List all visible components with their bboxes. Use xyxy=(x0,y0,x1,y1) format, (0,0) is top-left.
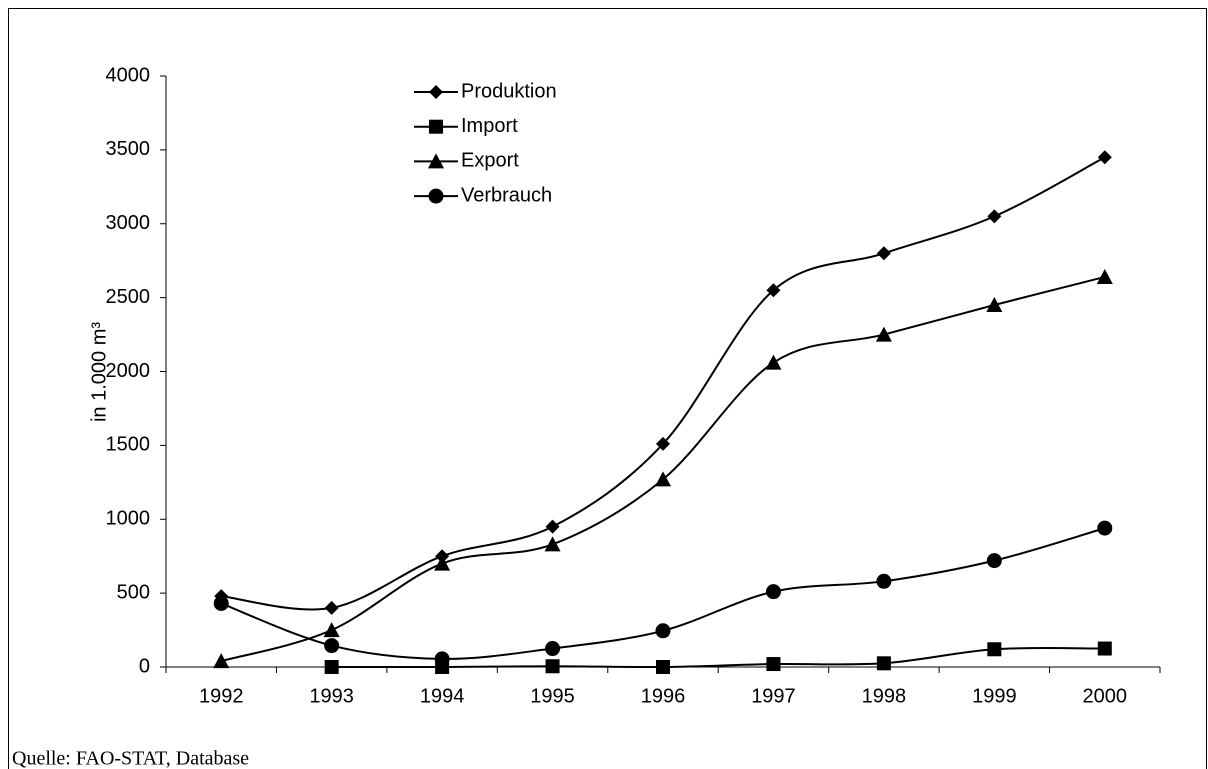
series-line xyxy=(220,275,1106,663)
y-tick-label: 0 xyxy=(139,655,150,677)
legend-marker xyxy=(429,85,443,99)
marker xyxy=(876,573,892,589)
marker xyxy=(766,657,781,672)
legend-marker xyxy=(429,119,443,134)
y-tick-label: 500 xyxy=(117,581,150,603)
x-tick-label: 1995 xyxy=(530,685,575,707)
marker xyxy=(434,651,450,667)
marker xyxy=(324,600,339,615)
marker xyxy=(545,641,561,657)
series-line xyxy=(331,646,1105,669)
legend-marker xyxy=(428,153,444,169)
legend-label: Import xyxy=(461,115,518,137)
x-tick-label: 1993 xyxy=(309,685,354,707)
marker xyxy=(545,659,560,674)
legend-label: Export xyxy=(461,150,519,172)
y-tick-label: 3500 xyxy=(106,138,151,160)
marker xyxy=(213,595,229,611)
y-tick-label: 1500 xyxy=(106,434,151,456)
x-tick-label: 1999 xyxy=(972,685,1017,707)
marker xyxy=(1097,520,1113,536)
y-axis-label: in 1.000 m³ xyxy=(88,322,110,422)
y-tick-label: 3000 xyxy=(106,212,151,234)
legend-label: Verbrauch xyxy=(461,184,552,206)
marker xyxy=(766,283,781,298)
marker xyxy=(656,436,670,451)
y-tick-label: 4000 xyxy=(106,64,151,86)
y-tick-label: 1000 xyxy=(106,508,151,530)
x-tick-label: 1994 xyxy=(420,685,465,707)
x-tick-label: 1996 xyxy=(641,685,686,707)
marker xyxy=(876,656,891,671)
marker xyxy=(875,326,892,342)
marker xyxy=(1096,268,1113,284)
marker xyxy=(544,536,561,552)
source-note: Quelle: FAO-STAT, Database xyxy=(12,748,249,769)
marker xyxy=(545,519,560,534)
legend-label: Produktion xyxy=(461,80,557,102)
marker xyxy=(434,555,451,571)
marker xyxy=(324,638,340,654)
y-tick-label: 2000 xyxy=(106,360,151,382)
marker xyxy=(987,642,1002,657)
marker xyxy=(655,623,671,639)
x-tick-label: 1998 xyxy=(862,685,907,707)
chart-border xyxy=(8,8,1207,769)
marker xyxy=(213,653,230,669)
marker xyxy=(765,584,781,600)
marker xyxy=(323,622,340,638)
y-tick-label: 2500 xyxy=(106,286,151,308)
marker xyxy=(655,471,671,487)
x-tick-label: 2000 xyxy=(1083,685,1128,707)
marker xyxy=(987,209,1002,224)
marker xyxy=(765,354,782,370)
marker xyxy=(1097,641,1112,656)
series-line xyxy=(220,527,1106,660)
marker xyxy=(324,660,339,674)
legend-marker xyxy=(428,188,444,204)
x-tick-label: 1992 xyxy=(199,685,244,707)
marker xyxy=(986,297,1003,313)
marker xyxy=(656,660,670,674)
marker xyxy=(876,246,891,261)
series-line xyxy=(221,156,1106,611)
marker xyxy=(986,553,1002,569)
marker xyxy=(1097,150,1112,165)
x-tick-label: 1997 xyxy=(751,685,796,707)
